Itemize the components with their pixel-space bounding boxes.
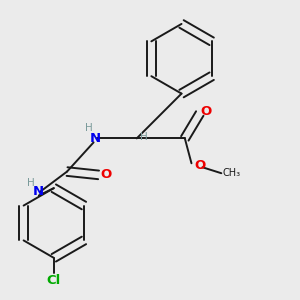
Text: CH₃: CH₃ <box>223 168 241 178</box>
Text: H: H <box>27 178 34 188</box>
Text: Cl: Cl <box>47 274 61 287</box>
Text: H: H <box>85 123 93 134</box>
Text: H: H <box>140 132 148 142</box>
Text: O: O <box>194 159 206 172</box>
Text: N: N <box>90 132 101 145</box>
Text: O: O <box>100 168 112 182</box>
Text: O: O <box>200 105 212 118</box>
Text: N: N <box>32 185 44 198</box>
